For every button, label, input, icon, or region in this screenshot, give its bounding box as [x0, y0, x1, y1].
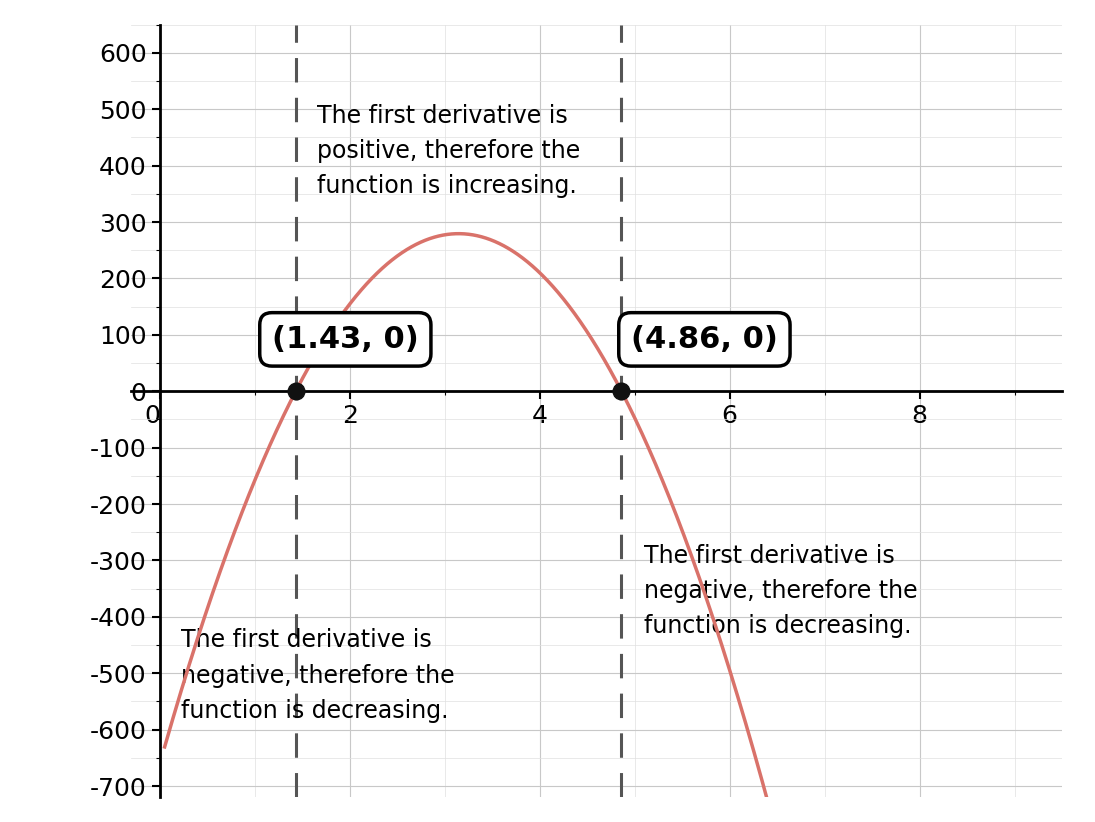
Text: The first derivative is
negative, therefore the
function is decreasing.: The first derivative is negative, theref… [644, 543, 918, 639]
Point [287, 385, 304, 398]
Text: (4.86, 0): (4.86, 0) [631, 325, 777, 354]
Text: The first derivative is
negative, therefore the
function is decreasing.: The first derivative is negative, theref… [181, 628, 454, 723]
Text: (1.43, 0): (1.43, 0) [272, 325, 418, 354]
Point [613, 385, 631, 398]
Text: The first derivative is
positive, therefore the
function is increasing.: The first derivative is positive, theref… [316, 104, 580, 198]
